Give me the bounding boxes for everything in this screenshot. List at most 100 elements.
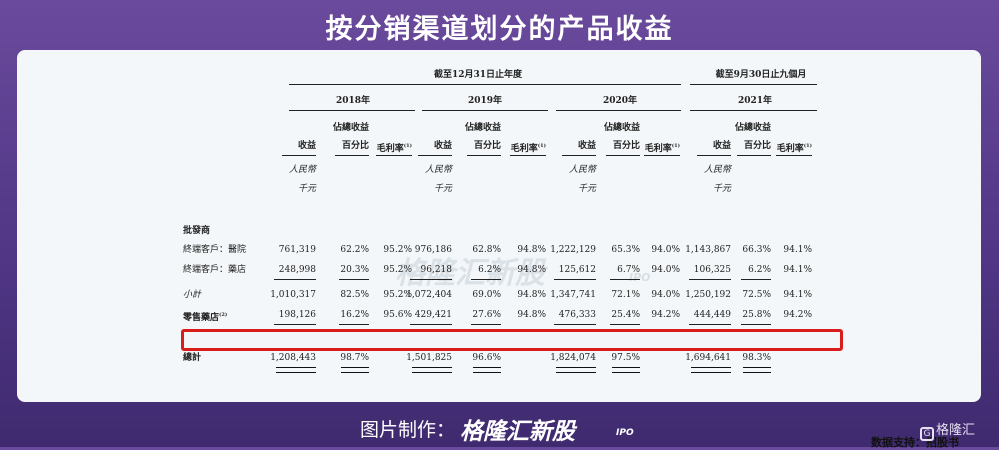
col-header-margin: 毛利率(1) bbox=[510, 143, 546, 154]
footer-brand-suffix: IPO bbox=[616, 428, 634, 438]
table-cell: 1,208,443 bbox=[270, 353, 316, 363]
subtotal-highlight-box bbox=[181, 329, 843, 351]
year-header: 2020年 bbox=[602, 96, 638, 106]
header-rule bbox=[289, 84, 681, 85]
table-cell: 94.1% bbox=[783, 265, 812, 275]
subtotal-rule bbox=[554, 279, 596, 280]
subheader-rule bbox=[467, 155, 501, 156]
subheader-rule bbox=[697, 155, 731, 156]
table-cell: 65.3% bbox=[611, 245, 640, 255]
section-label-wholesale: 批發商 bbox=[183, 226, 211, 236]
subheader-rule bbox=[644, 155, 680, 156]
table-cell: 1,143,867 bbox=[685, 245, 731, 255]
footnote-marker: (1) bbox=[537, 143, 546, 149]
table-cell: 1,501,825 bbox=[406, 353, 452, 363]
unit-label: 人民幣 bbox=[568, 165, 596, 175]
footer-brand: 格隆汇新股 bbox=[460, 419, 575, 445]
table-cell: 1,222,129 bbox=[550, 245, 596, 255]
unit-label: 千元 bbox=[433, 184, 452, 194]
table-cell: 198,126 bbox=[278, 310, 316, 320]
row-label: 終端客戶：醫院 bbox=[183, 245, 247, 255]
page-title: 按分销渠道划分的产品收益 bbox=[325, 14, 674, 45]
total-double-rule bbox=[691, 367, 731, 373]
table-cell: 1,694,641 bbox=[685, 353, 731, 363]
table-cell: 94.2% bbox=[651, 310, 680, 320]
total-double-rule bbox=[412, 367, 452, 373]
table-cell: 95.6% bbox=[383, 310, 412, 320]
year-rule bbox=[690, 110, 817, 111]
logo-text: 格隆汇 bbox=[936, 423, 976, 438]
table-cell: 25.8% bbox=[742, 310, 771, 320]
watermark-suffix: IPO bbox=[629, 271, 651, 284]
row-label: 終端客戶：藥店 bbox=[183, 265, 247, 275]
col-header-margin: 毛利率(1) bbox=[376, 143, 412, 154]
total-double-rule bbox=[612, 367, 640, 373]
table-cell: 6.7% bbox=[617, 265, 640, 275]
subheader-rule bbox=[562, 155, 596, 156]
unit-label: 千元 bbox=[712, 184, 731, 194]
table-cell: 125,612 bbox=[558, 265, 596, 275]
subheader-rule bbox=[335, 155, 369, 156]
table-cell: 62.2% bbox=[340, 245, 369, 255]
subheader-rule bbox=[737, 155, 771, 156]
table-cell: 444,449 bbox=[693, 310, 731, 320]
unit-label: 人民幣 bbox=[288, 165, 316, 175]
brand-logo: G 格隆汇 bbox=[920, 419, 975, 441]
subtotal-rule bbox=[741, 279, 771, 280]
table-cell: 72.5% bbox=[742, 290, 771, 300]
footnote-marker: (2) bbox=[219, 312, 228, 318]
year-header: 2019年 bbox=[467, 96, 503, 106]
subheader-rule bbox=[510, 155, 546, 156]
table-cell: 94.2% bbox=[783, 310, 812, 320]
col-header-share: 百分比 bbox=[473, 141, 501, 151]
footer-credit: 图片制作： bbox=[360, 419, 456, 441]
col-header-share-top: 佔總收益 bbox=[734, 123, 771, 133]
total-rule bbox=[339, 324, 369, 325]
unit-label: 人民幣 bbox=[703, 165, 731, 175]
subheader-rule bbox=[606, 155, 640, 156]
g-logo-icon: G bbox=[920, 427, 934, 441]
table-cell: 95.2% bbox=[383, 265, 412, 275]
table-cell: 1,347,741 bbox=[550, 290, 596, 300]
table-cell: 94.8% bbox=[517, 290, 546, 300]
table-cell: 96,218 bbox=[420, 265, 453, 275]
col-header-revenue: 收益 bbox=[712, 141, 731, 151]
table-cell: 98.7% bbox=[340, 353, 369, 363]
total-rule bbox=[689, 324, 731, 325]
total-double-rule bbox=[556, 367, 596, 373]
subheader-rule bbox=[776, 155, 812, 156]
table-cell: 6.2% bbox=[478, 265, 501, 275]
table-cell: 95.2% bbox=[383, 290, 412, 300]
subtotal-rule bbox=[410, 279, 452, 280]
table-cell: 94.1% bbox=[783, 245, 812, 255]
footnote-marker: (1) bbox=[803, 143, 812, 149]
table-cell: 25.4% bbox=[611, 310, 640, 320]
col-header-share-top: 佔總收益 bbox=[603, 123, 640, 133]
total-double-rule bbox=[341, 367, 369, 373]
table-cell: 66.3% bbox=[742, 245, 771, 255]
table-cell: 94.8% bbox=[517, 245, 546, 255]
subheader-rule bbox=[418, 155, 452, 156]
col-header-margin: 毛利率(1) bbox=[776, 143, 812, 154]
total-double-rule bbox=[276, 367, 316, 373]
col-header-share-top: 佔總收益 bbox=[464, 123, 501, 133]
year-header: 2018年 bbox=[335, 96, 371, 106]
subtotal-rule bbox=[274, 279, 316, 280]
subtotal-rule bbox=[689, 279, 731, 280]
total-rule bbox=[471, 324, 501, 325]
table-cell: 72.1% bbox=[611, 290, 640, 300]
col-header-share: 百分比 bbox=[341, 141, 369, 151]
col-header-share: 百分比 bbox=[743, 141, 771, 151]
col-header-share-top: 佔總收益 bbox=[332, 123, 369, 133]
subtotal-rule bbox=[610, 279, 640, 280]
table-cell: 97.5% bbox=[611, 353, 640, 363]
total-rule bbox=[554, 324, 596, 325]
table-cell: 1,250,192 bbox=[685, 290, 731, 300]
table-card: 格隆汇新股 IPO 截至12月31日止年度 截至9月30日止九個月 2018年 201… bbox=[17, 50, 981, 449]
table-cell: 248,998 bbox=[278, 265, 316, 275]
table-cell: 95.2% bbox=[383, 245, 412, 255]
table-cell: 27.6% bbox=[472, 310, 501, 320]
subheader-rule bbox=[282, 155, 316, 156]
table-cell: 94.0% bbox=[651, 245, 680, 255]
year-header: 2021年 bbox=[737, 96, 773, 106]
